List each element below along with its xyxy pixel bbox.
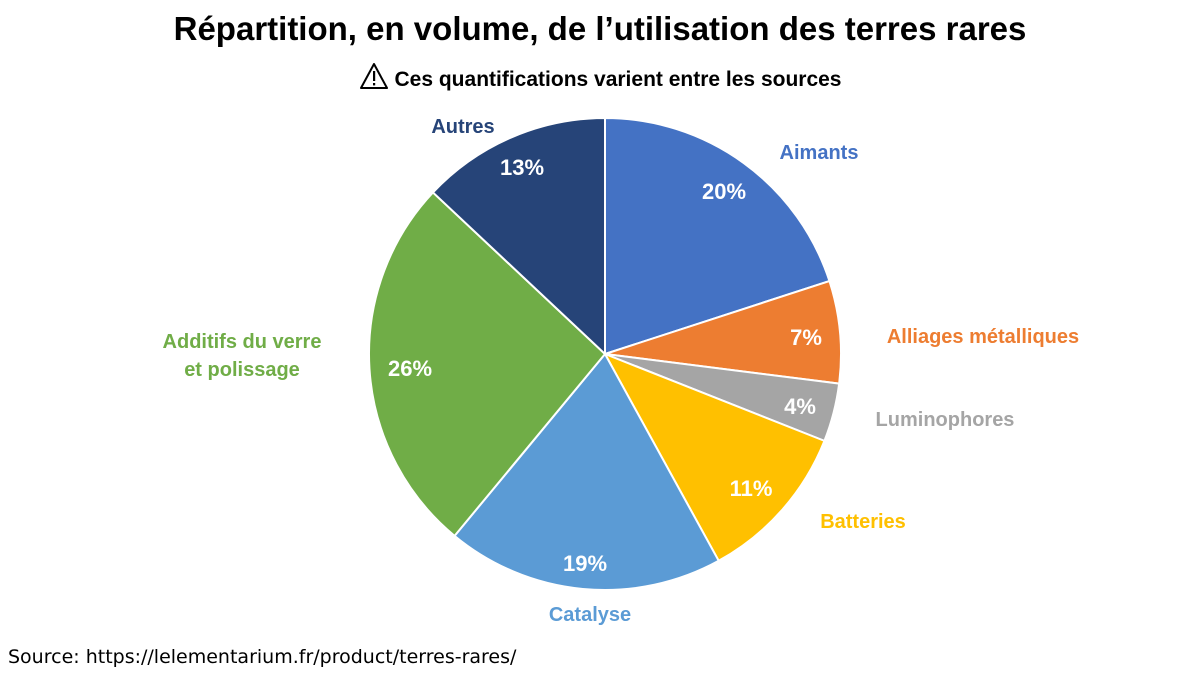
category-label: Catalyse [549, 604, 631, 626]
data-label: 4% [784, 394, 816, 419]
subtitle-text: Ces quantifications varient entre les so… [394, 68, 842, 91]
data-label: 20% [702, 179, 746, 204]
pie-slice [453, 352, 721, 591]
pie-slice [602, 352, 826, 563]
data-label: 13% [500, 155, 544, 180]
category-label: Autres [431, 116, 494, 138]
data-label: 26% [388, 356, 432, 381]
category-label: Aimants [780, 142, 859, 164]
category-label: Batteries [820, 511, 906, 533]
pie-slice [604, 116, 831, 356]
pie-slice [431, 116, 606, 357]
data-label: 11% [730, 476, 773, 501]
data-label: 19% [563, 551, 607, 576]
pie-slice [368, 191, 607, 538]
pie-slice [604, 279, 842, 385]
category-label: Luminophores [876, 409, 1015, 431]
source-text: Source: https://lelementarium.fr/product… [8, 646, 517, 668]
category-label: Additifs du verre et polissage [163, 331, 322, 381]
chart-subtitle: Ces quantifications varient entre les so… [0, 62, 1200, 96]
data-label: 7% [790, 325, 822, 350]
category-label: Alliages métalliques [887, 326, 1079, 348]
warning-triangle-icon [359, 62, 389, 96]
chart-title: Répartition, en volume, de l’utilisation… [173, 10, 1027, 47]
